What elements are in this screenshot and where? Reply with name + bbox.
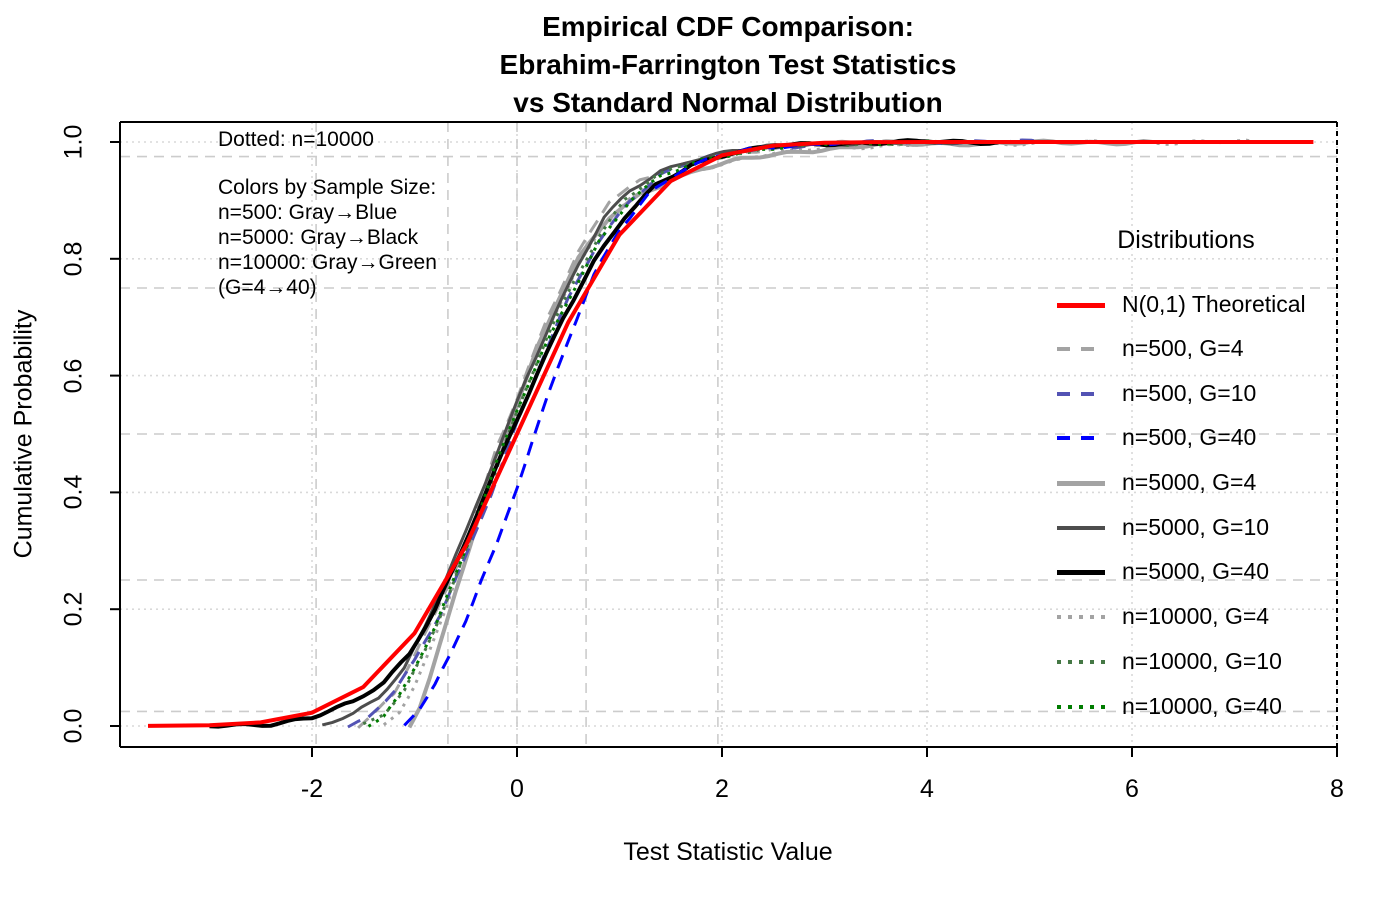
legend-title: Distributions — [1117, 226, 1255, 254]
legend-key-line-dashed — [1057, 392, 1105, 396]
chart-title-line1: Empirical CDF Comparison: — [542, 11, 914, 42]
y-axis-label: Cumulative Probability — [9, 309, 38, 559]
legend-key-line-dotted — [1057, 705, 1105, 709]
note-color-line-3: n=10000: Gray→Green — [218, 251, 437, 274]
legend-key-line-solid — [1057, 302, 1105, 308]
legend-key-line-solid — [1057, 526, 1105, 530]
legend-label-2: n=500, G=10 — [1122, 380, 1257, 406]
note-dotted-n10000: Dotted: n=10000 — [218, 128, 374, 151]
y-tick-label-0.6: 0.6 — [59, 358, 88, 393]
x-tick-label-6: 6 — [1125, 775, 1139, 803]
legend-label-7: n=10000, G=4 — [1122, 603, 1270, 629]
chart-title-line3: vs Standard Normal Distribution — [513, 87, 943, 118]
x-tick-label-8: 8 — [1330, 775, 1344, 803]
note-color-line-0: Colors by Sample Size: — [218, 176, 437, 199]
x-axis-label: Test Statistic Value — [623, 838, 833, 866]
legend-key-line-dotted — [1057, 615, 1105, 619]
series-curve-n-10000-g-10 — [362, 139, 948, 726]
x-tick-label-2: 2 — [715, 775, 729, 803]
chart-title: Empirical CDF Comparison: Ebrahim-Farrin… — [28, 8, 1400, 122]
legend-label-1: n=500, G=4 — [1122, 335, 1244, 361]
legend-key-line-dashed — [1057, 436, 1105, 440]
note-color-line-1: n=500: Gray→Blue — [218, 201, 398, 224]
legend-key-line-solid — [1057, 480, 1105, 486]
legend-label-0: N(0,1) Theoretical — [1122, 291, 1306, 317]
series-curve-n-500-g-40 — [403, 140, 856, 727]
y-tick-label-0.2: 0.2 — [59, 591, 88, 627]
y-tick-label-1.0: 1.0 — [59, 124, 88, 160]
legend-label-5: n=5000, G=10 — [1122, 514, 1270, 540]
chart-title-line2: Ebrahim-Farrington Test Statistics — [499, 49, 957, 80]
x-tick-label-4: 4 — [920, 775, 934, 803]
note-color-line-4: (G=4→40) — [218, 276, 317, 299]
series-curve-n-0-1-theoretical — [147, 140, 1314, 728]
legend-label-9: n=10000, G=40 — [1122, 693, 1282, 719]
legend-key-line-dotted — [1057, 660, 1105, 664]
y-tick-label-0.8: 0.8 — [59, 241, 88, 277]
series-curve-n-10000-g-40 — [367, 140, 928, 728]
y-tick-label-0.0: 0.0 — [59, 708, 88, 744]
legend-label-6: n=5000, G=40 — [1122, 558, 1270, 584]
legend-label-4: n=5000, G=4 — [1122, 469, 1257, 495]
y-tick-label-0.4: 0.4 — [59, 475, 88, 510]
legend-label-3: n=500, G=40 — [1122, 424, 1257, 450]
x-tick-label-0: 0 — [510, 775, 524, 803]
legend-label-8: n=10000, G=10 — [1122, 648, 1282, 674]
legend-key-line-solid — [1057, 569, 1105, 575]
legend-key-line-dashed — [1057, 347, 1105, 351]
note-color-line-2: n=5000: Gray→Black — [218, 226, 419, 249]
x-tick-label--2: -2 — [300, 775, 324, 803]
